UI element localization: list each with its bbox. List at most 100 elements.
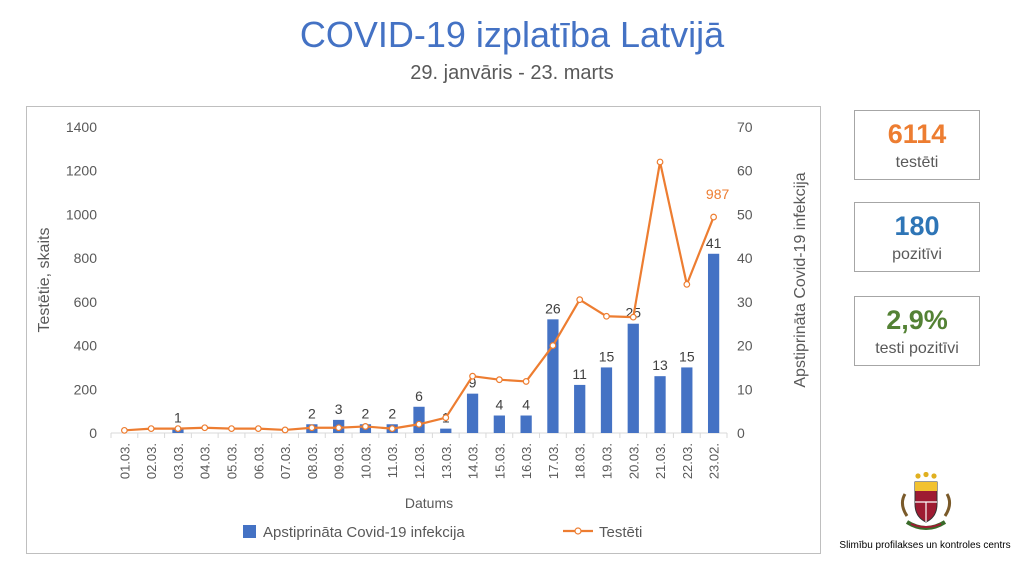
bar-data-label: 11 (572, 366, 587, 382)
x-tick-label: 02.03. (144, 443, 159, 479)
tested-point (710, 213, 718, 221)
tested-point (629, 313, 637, 321)
line-data-label: 987 (706, 186, 730, 202)
legend-bar-swatch (243, 525, 256, 538)
tested-point (228, 425, 235, 433)
tested-point (362, 423, 369, 430)
y-right-tick-label: 0 (737, 425, 745, 441)
organization-name: Slimību profilakses un kontroles centrs (839, 540, 1011, 551)
x-tick-label: 15.03. (492, 443, 507, 479)
x-tick-label: 01.03. (117, 443, 132, 479)
x-tick-label: 10.03. (358, 443, 373, 479)
legend-bar-label: Apstiprināta Covid-19 infekcija (263, 524, 465, 541)
y-right-tick-label: 70 (737, 119, 753, 135)
bar-data-label: 15 (599, 348, 615, 364)
x-tick-label: 20.03. (626, 443, 641, 479)
stat-rate-value: 2,9% (886, 305, 948, 335)
tested-point (281, 426, 289, 434)
bar (707, 253, 720, 433)
bar-data-label: 9 (469, 375, 477, 391)
bar-data-label: 1 (174, 410, 182, 426)
stat-positive-box: 180 pozitīvi (854, 202, 980, 272)
x-tick-label: 03.03. (171, 443, 186, 479)
x-tick-label: 04.03. (198, 443, 213, 479)
legend-line-label: Testēti (599, 524, 642, 541)
tested-point (549, 342, 557, 349)
legend-line-marker (574, 527, 582, 535)
y-right-tick-label: 10 (737, 381, 753, 397)
tested-point (308, 424, 316, 432)
stat-tested-label: testēti (895, 154, 939, 171)
tested-point (415, 420, 423, 428)
bar-data-label: 6 (415, 388, 423, 404)
x-tick-label: 19.03. (599, 443, 614, 479)
x-tick-label: 12.03. (412, 443, 427, 479)
bar (493, 415, 505, 433)
bar-data-label: 2 (362, 405, 370, 421)
y-left-tick-label: 1000 (66, 206, 97, 222)
bar (681, 367, 693, 433)
stat-rate-box: 2,9% testi pozitīvi (854, 296, 980, 366)
bar (627, 323, 639, 433)
y-right-tick-label: 60 (737, 163, 753, 179)
page-title: COVID-19 izplatība Latvijā (299, 14, 725, 55)
stat-positive-value: 180 (894, 211, 940, 241)
tested-point (120, 426, 128, 434)
bar (413, 406, 425, 433)
bar-data-label: 26 (545, 300, 561, 316)
x-tick-label: 06.03. (251, 443, 266, 479)
y-left-tick-label: 1400 (66, 119, 97, 135)
y-left-tick-label: 800 (74, 250, 98, 266)
y-right-tick-label: 50 (737, 206, 753, 222)
tested-point (683, 280, 691, 288)
tested-point (388, 425, 396, 433)
tested-point (522, 378, 530, 385)
x-tick-label: 21.03. (653, 443, 668, 479)
tested-point (656, 158, 664, 166)
bar (574, 384, 586, 433)
bar-data-label: 2 (308, 405, 316, 421)
x-tick-label: 18.03. (573, 443, 588, 479)
x-tick-label: 23.02. (707, 443, 722, 479)
tested-point (174, 425, 182, 433)
bar (654, 376, 666, 433)
stat-tested-value: 6114 (887, 119, 947, 149)
x-tick-label: 17.03. (546, 443, 561, 479)
bar (547, 319, 559, 433)
stat-positive-label: pozitīvi (892, 246, 942, 263)
y-right-tick-label: 30 (737, 294, 753, 310)
tested-point (603, 312, 610, 320)
x-tick-label: 16.03. (519, 443, 534, 479)
tested-point (442, 414, 450, 422)
y-left-tick-label: 400 (74, 338, 98, 354)
x-tick-label: 13.03. (439, 443, 454, 479)
y-left-axis-title: Testētie, skaits (36, 228, 53, 333)
x-tick-label: 08.03. (305, 443, 320, 479)
y-left-tick-label: 0 (89, 425, 97, 441)
x-tick-label: 07.03. (278, 443, 293, 479)
y-left-tick-label: 200 (74, 381, 98, 397)
coat-of-arms-icon (900, 472, 952, 530)
tested-point (335, 424, 343, 432)
bar-data-label: 2 (388, 405, 396, 421)
bar-data-label: 15 (679, 348, 695, 364)
x-tick-label: 09.03. (332, 443, 347, 479)
bar-data-label: 4 (522, 397, 530, 413)
x-tick-label: 22.03. (680, 443, 695, 479)
bar-data-label: 41 (706, 235, 722, 251)
y-right-tick-label: 20 (737, 338, 753, 354)
bar (466, 393, 479, 433)
bar (520, 415, 532, 433)
page-subtitle: 29. janvāris - 23. marts (410, 62, 614, 84)
bar-data-label: 13 (652, 357, 668, 373)
bar-data-label: 4 (495, 397, 503, 413)
tested-point (576, 296, 584, 304)
tested-point (495, 376, 503, 384)
bar-data-label: 3 (335, 401, 343, 417)
tested-point (469, 372, 476, 380)
x-tick-label: 05.03. (225, 443, 240, 479)
x-axis-title: Datums (405, 495, 453, 511)
tested-point (147, 425, 155, 433)
x-tick-label: 14.03. (466, 443, 481, 479)
x-tick-label: 11.03. (385, 443, 400, 478)
